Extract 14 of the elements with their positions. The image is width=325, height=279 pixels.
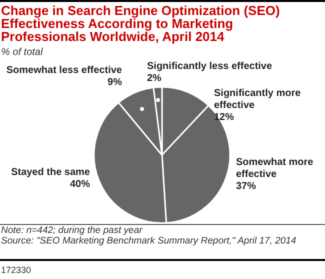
- slice-label: Somewhat more effective: [236, 157, 314, 180]
- slice-label: Significantly more effective: [214, 88, 302, 111]
- text: 172330: [1, 265, 32, 275]
- data-label: 9%: [108, 77, 122, 88]
- chart-title: Change in Search Engine Optimization (SEO) Effectiveness According to Marketing Professionals Worldwide, April 2014: [1, 3, 280, 44]
- text: Note: n=442; during the past year: [1, 225, 144, 236]
- source-note: Source: "SEO Marketing Benchmark Summary Report," April 17, 2014: [1, 236, 296, 246]
- slice-label: Significantly less effective: [147, 61, 272, 72]
- data-label: 40%: [70, 179, 90, 190]
- chart-subtitle: % of total: [1, 47, 44, 58]
- slice-label: Stayed the same: [11, 167, 90, 178]
- data-label: 2%: [147, 73, 162, 84]
- data-label: 37%: [236, 181, 256, 192]
- slice-label: Somewhat less effective: [6, 65, 122, 76]
